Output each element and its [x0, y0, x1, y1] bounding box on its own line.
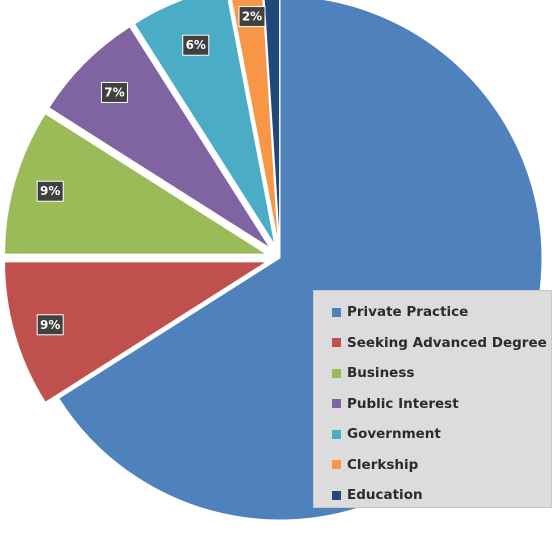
- data-label: 9%: [36, 180, 64, 202]
- pie-slice-clerkship: [231, 0, 279, 245]
- pie-slice-seeking-advanced-degree: [4, 261, 269, 403]
- legend-item-government: Government: [332, 419, 551, 450]
- data-label: 9%: [36, 314, 64, 336]
- legend-label: Public Interest: [347, 395, 459, 412]
- legend-label: Clerkship: [347, 456, 419, 473]
- legend-swatch: [332, 338, 341, 348]
- data-label: 6%: [182, 34, 210, 56]
- legend-swatch: [332, 399, 341, 409]
- legend-label: Education: [347, 487, 423, 504]
- legend-item-education: Education: [332, 480, 551, 511]
- legend: Private Practice Seeking Advanced Degree…: [313, 290, 552, 508]
- data-label: 2%: [238, 6, 266, 28]
- data-label-text: 9%: [40, 318, 60, 332]
- pie-slice-government: [133, 0, 276, 246]
- data-label-box: [100, 81, 128, 103]
- legend-swatch: [332, 460, 341, 470]
- pie-slice-education: [263, 0, 281, 245]
- data-label-box: [36, 314, 64, 336]
- legend-swatch: [332, 429, 341, 439]
- data-label-box: [182, 34, 210, 56]
- data-label-text: 7%: [104, 85, 124, 99]
- legend-item-seeking-advanced-degree: Seeking Advanced Degree: [332, 328, 551, 359]
- legend-swatch: [332, 490, 341, 500]
- legend-label: Business: [347, 365, 415, 382]
- data-label-box: [238, 6, 266, 28]
- legend-label: Seeking Advanced Degree: [347, 334, 547, 351]
- data-label: 7%: [100, 81, 128, 103]
- data-label-text: 2%: [242, 10, 262, 24]
- legend-item-private-practice: Private Practice: [332, 297, 551, 328]
- legend-swatch: [332, 368, 341, 378]
- legend-label: Government: [347, 426, 441, 443]
- legend-item-business: Business: [332, 358, 551, 389]
- data-label-text: 9%: [40, 184, 60, 198]
- legend-label: Private Practice: [347, 304, 469, 321]
- data-label-box: [36, 180, 64, 202]
- legend-item-clerkship: Clerkship: [332, 450, 551, 481]
- legend-item-public-interest: Public Interest: [332, 389, 551, 420]
- pie-slice-business: [4, 113, 269, 255]
- legend-swatch: [332, 307, 341, 317]
- data-label-text: 6%: [186, 38, 206, 52]
